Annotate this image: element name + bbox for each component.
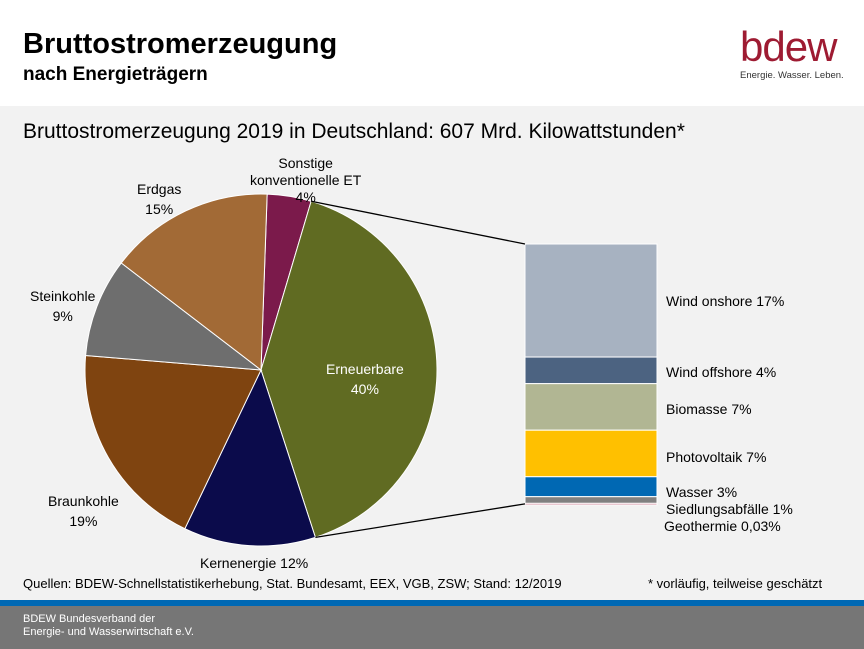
footer-accent-bar: [0, 600, 864, 606]
chart-title: Bruttostromerzeugung 2019 in Deutschland…: [23, 120, 685, 143]
label-geothermie: Geothermie 0,03%: [664, 518, 781, 534]
bar-segment-geothermie: [524, 502, 658, 506]
connector-line-top: [310, 200, 526, 245]
bdew-logo: bdew Energie. Wasser. Leben.: [740, 26, 845, 90]
footer-line-2: Energie- und Wasserwirtschaft e.V.: [23, 626, 194, 638]
label-wind-offshore: Wind offshore 4%: [666, 364, 777, 380]
header: Bruttostromerzeugung nach Energieträgern…: [0, 0, 864, 106]
pie-slice-steinkohle: [85, 262, 263, 371]
bar-segment-wasser: [524, 476, 658, 498]
label-biomasse: Biomasse 7%: [666, 401, 752, 417]
label-steinkohle: Steinkohle 9%: [30, 288, 96, 324]
pie-slice-kernenergie: [184, 368, 317, 547]
connector-line-bottom: [315, 503, 526, 539]
page-subtitle: nach Energieträgern: [23, 64, 208, 85]
footnote: * vorläufig, teilweise geschätzt: [648, 576, 823, 591]
bar-segment-wind-offshore: [524, 356, 658, 385]
logo-tagline: Energie. Wasser. Leben.: [740, 70, 844, 81]
pie-slice-erdgas: [120, 193, 268, 371]
label-erneuerbare: Erneuerbare 40%: [326, 361, 404, 397]
footer: BDEW Bundesverband der Energie- und Wass…: [0, 606, 864, 649]
footer-line-1: BDEW Bundesverband der: [23, 613, 156, 625]
label-braunkohle: Braunkohle 19%: [48, 493, 119, 529]
bar-segment-siedlungsabfälle: [524, 496, 658, 504]
label-erdgas: Erdgas 15%: [137, 181, 182, 217]
label-sonstige: Sonstige konventionelle ET 4%: [250, 155, 362, 205]
sources: Quellen: BDEW-Schnellstatistikerhebung, …: [23, 576, 562, 591]
bar-segment-biomasse: [524, 383, 658, 431]
label-wind-onshore: Wind onshore 17%: [666, 293, 785, 309]
bar-segment-wind-onshore: [524, 243, 658, 358]
label-siedlungsabfaelle: Siedlungsabfälle 1%: [666, 501, 793, 517]
page-title: Bruttostromerzeugung: [23, 28, 338, 60]
label-wasser: Wasser 3%: [666, 484, 738, 500]
label-photovoltaik: Photovoltaik 7%: [666, 449, 767, 465]
pie-slice-braunkohle: [84, 354, 262, 530]
bar-segment-photovoltaik: [524, 429, 658, 478]
pie-slice-erneuerbare: [260, 200, 438, 539]
label-kernenergie: Kernenergie 12%: [200, 555, 309, 571]
logo-wordmark: bdew: [740, 23, 837, 70]
